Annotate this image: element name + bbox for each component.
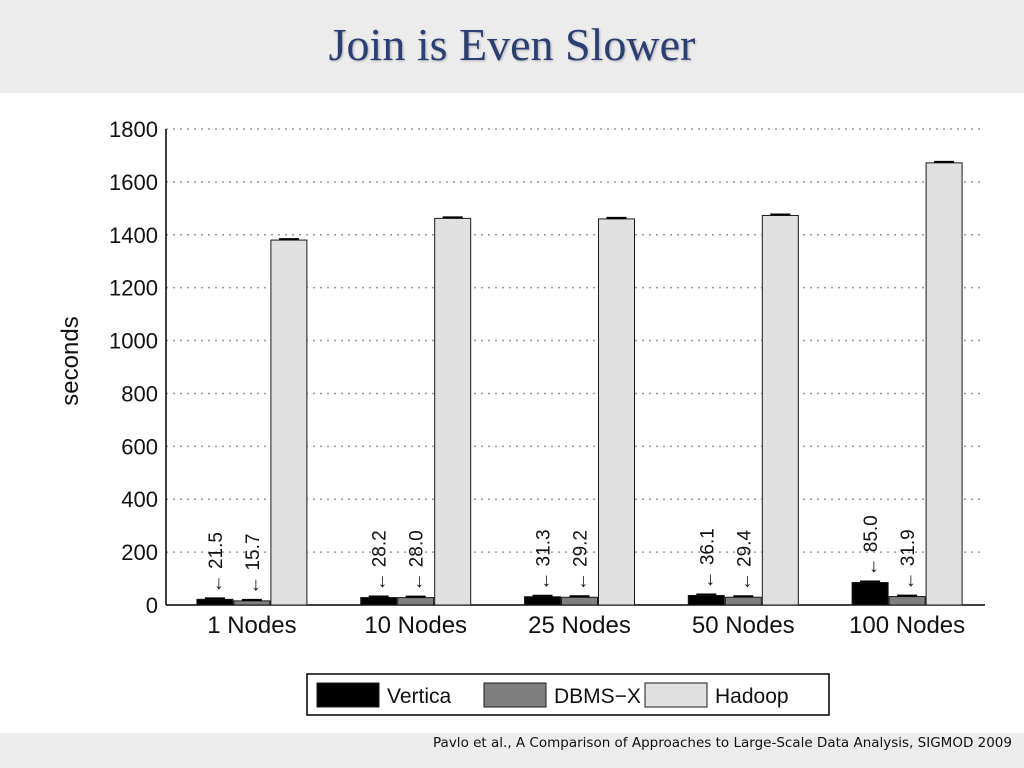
x-category-label: 100 Nodes bbox=[849, 612, 965, 639]
chart-panel: 0 200 400 600 800 1000 1200 1400 1600 1800 seconds… bbox=[0, 93, 1024, 733]
legend-box bbox=[306, 673, 830, 716]
legend: Vertica DBMS−X Hadoop bbox=[306, 673, 830, 716]
data-label: ← 21.5 bbox=[206, 532, 227, 593]
legend-label: DBMS−X bbox=[554, 685, 641, 708]
legend-label: Hadoop bbox=[715, 685, 789, 708]
bar-chart: 0 200 400 600 800 1000 1200 1400 1600 1800 seconds… bbox=[57, 117, 985, 716]
y-tick-label: 1200 bbox=[109, 276, 158, 301]
data-label: ← 29.2 bbox=[571, 530, 592, 591]
data-label: ← 28.2 bbox=[370, 530, 391, 591]
bar-hadoop bbox=[925, 162, 963, 606]
bar-hadoop bbox=[598, 218, 635, 606]
citation: Pavlo et al., A Comparison of Approaches… bbox=[433, 735, 1012, 751]
bar-vertica bbox=[360, 597, 398, 606]
y-tick-label: 400 bbox=[121, 487, 158, 512]
y-tick-label: 600 bbox=[121, 434, 158, 459]
data-label: ← 31.9 bbox=[898, 529, 919, 590]
bar-dbms-x bbox=[724, 596, 762, 606]
legend-swatch bbox=[644, 682, 708, 708]
y-tick-label: 0 bbox=[146, 593, 158, 618]
y-tick-label: 800 bbox=[121, 381, 158, 406]
x-category-label: 50 Nodes bbox=[692, 612, 795, 639]
slide-title: Join is Even Slower bbox=[328, 19, 696, 70]
bar-hadoop bbox=[761, 214, 799, 606]
bar-dbms-x bbox=[233, 600, 271, 606]
bar-vertica bbox=[196, 598, 234, 606]
data-label: ← 29.4 bbox=[734, 530, 755, 592]
data-label: ← 36.1 bbox=[697, 528, 718, 589]
bar-vertica bbox=[687, 594, 725, 606]
y-tick-label: 1800 bbox=[109, 117, 158, 142]
y-tick-label: 200 bbox=[121, 540, 158, 565]
axes: 0 200 400 600 800 1000 1200 1400 1600 1800 seconds… bbox=[57, 117, 985, 639]
data-label: ← 31.3 bbox=[534, 529, 555, 590]
bar-vertica bbox=[524, 596, 561, 606]
legend-label: Vertica bbox=[387, 685, 452, 708]
data-labels: ← 21.5 ← 15.7 ← 28.2 ← 28.0 ← 31.3 ← 29.2 ← 36… bbox=[206, 515, 919, 595]
data-label: ← 85.0 bbox=[861, 515, 882, 576]
y-tick-label: 1600 bbox=[109, 170, 158, 195]
x-category-label: 25 Nodes bbox=[528, 612, 631, 639]
bars bbox=[196, 160, 963, 606]
y-axis-label: seconds bbox=[57, 316, 84, 405]
x-category-label: 10 Nodes bbox=[364, 612, 467, 639]
data-label: ← 15.7 bbox=[243, 534, 264, 595]
bar-hadoop bbox=[434, 217, 472, 606]
bar-dbms-x bbox=[888, 596, 926, 606]
legend-swatch bbox=[316, 682, 380, 708]
y-tick-label: 1400 bbox=[109, 223, 158, 248]
x-category-label: 1 Nodes bbox=[207, 612, 296, 639]
y-tick-label: 1000 bbox=[109, 329, 158, 354]
bar-vertica bbox=[851, 582, 889, 606]
bar-dbms-x bbox=[397, 597, 435, 606]
data-label: ← 28.0 bbox=[407, 530, 428, 591]
bar-hadoop bbox=[270, 239, 308, 606]
legend-swatch bbox=[483, 682, 547, 708]
bar-dbms-x bbox=[561, 596, 598, 606]
